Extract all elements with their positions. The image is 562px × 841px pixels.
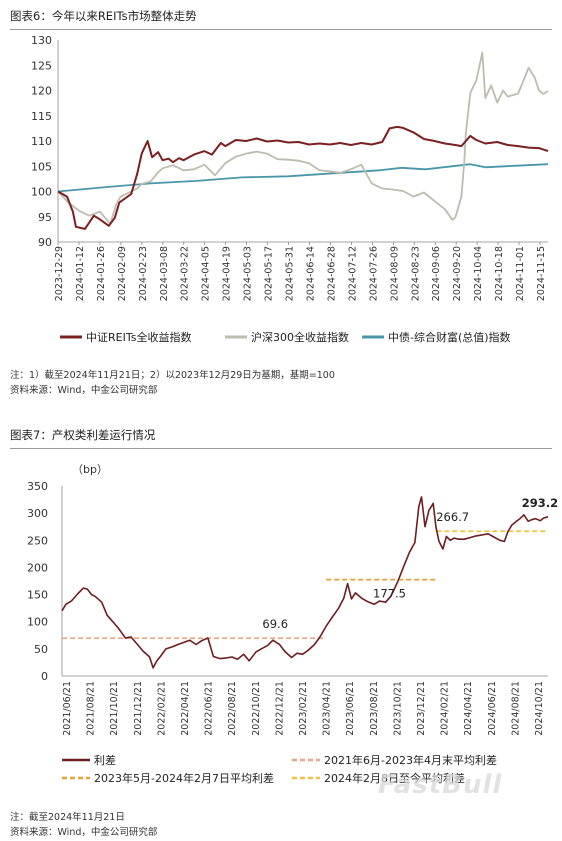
data-label-0: 69.6: [262, 617, 288, 631]
x-tick-label: 2024-05-03: [243, 246, 254, 301]
x-tick-label: 2022/12/21: [274, 681, 285, 736]
figure6-title: 图表6：今年以来REITs市场整体走势: [10, 9, 197, 23]
spread-line: [61, 496, 549, 669]
legend-label-0: 中证REITs全收益指数: [86, 330, 191, 344]
figure7-note: 注：截至2024年11月21日: [10, 812, 125, 823]
x-tick-label: 2024-02-23: [138, 246, 149, 301]
data-label-1: 177.5: [373, 587, 406, 601]
y-tick-label: 125: [31, 59, 52, 72]
y-axis-unit: （bp）: [72, 463, 108, 476]
reits-index-chart: 90 95 100 105 110 115 120 125 130 2023-12-29 2024-…: [31, 34, 549, 344]
x-tick-label: 2023-12-29: [54, 246, 65, 301]
legend-label-1: 沪深300全收益指数: [251, 330, 349, 344]
x-tick-label: 2024-03-22: [180, 246, 191, 301]
y-tick-label: 95: [38, 211, 52, 224]
data-label-3: 293.2: [522, 496, 558, 510]
x-tick-label: 2024/06/21: [487, 681, 498, 736]
x-tick-label: 2024-01-26: [96, 246, 107, 301]
x-tick-label: 2023/08/21: [369, 681, 380, 736]
figure6-divider: [10, 29, 552, 30]
y-tick-label: 200: [27, 561, 48, 574]
x-tick-label: 2022/10/21: [251, 681, 262, 736]
x-tick-label: 2022/08/21: [227, 681, 238, 736]
x-tick-label: 2022/04/21: [180, 681, 191, 736]
figure7-divider: [10, 448, 552, 449]
x-tick-label: 2024-10-18: [494, 246, 505, 301]
x-tick-label: 2024-01-12: [75, 246, 86, 301]
x-tick-label: 2024-04-05: [201, 246, 212, 301]
y-tick-label: 250: [27, 534, 48, 547]
y-tick-label: 300: [27, 507, 48, 520]
y-tick-label: 130: [31, 34, 52, 47]
x-tick-label: 2024/10/21: [534, 681, 545, 736]
figure6-note: 注：1）截至2024年11月21日；2）以2023年12月29日为基期，基期=1…: [10, 370, 335, 381]
x-tick-label: 2024-10-04: [473, 246, 484, 301]
x-tick-label: 2021/06/21: [62, 681, 73, 736]
x-tick-label: 2024-09-06: [431, 246, 442, 301]
x-tick-label: 2022/06/21: [204, 681, 215, 736]
x-tick-label: 2023/06/21: [345, 681, 356, 736]
x-tick-label: 2024-05-31: [285, 246, 296, 301]
y-tick-label: 100: [31, 186, 52, 199]
y-tick-label: 110: [31, 135, 52, 148]
series-line-0: [57, 125, 549, 230]
x-tick-label: 2024-07-12: [347, 246, 358, 301]
x-tick-label: 2021/08/21: [86, 681, 97, 736]
data-label-2: 266.7: [436, 510, 469, 524]
y-tick-label: 0: [41, 670, 48, 683]
legend-label-0: 利差: [94, 753, 116, 767]
y-tick-label: 100: [27, 616, 48, 629]
series-line-2: [57, 163, 549, 193]
x-tick-label: 2024-08-23: [410, 246, 421, 301]
x-tick-label: 2024-06-14: [305, 246, 316, 301]
x-tick-label: 2023/12/21: [416, 681, 427, 736]
series-line-1: [57, 51, 549, 225]
y-tick-label: 115: [31, 110, 52, 123]
x-tick-label: 2024-06-28: [326, 246, 337, 301]
legend-label-1: 2021年6月-2023年4月末平均利差: [324, 753, 497, 767]
x-tick-label: 2024/02/21: [440, 681, 451, 736]
x-tick-label: 2024-04-19: [222, 246, 233, 301]
spread-chart: （bp） 0 50 100 150 200 250 300 350 2021/06/21 2021/…: [27, 463, 558, 785]
y-tick-label: 90: [38, 236, 52, 249]
x-tick-label: 2024-07-26: [368, 246, 379, 301]
x-tick-label: 2024/08/21: [510, 681, 521, 736]
y-tick-label: 105: [31, 160, 52, 173]
y-tick-label: 150: [27, 589, 48, 602]
x-tick-label: 2024/04/21: [463, 681, 474, 736]
legend-label-2: 中债-综合财富(总值)指数: [388, 330, 511, 344]
x-tick-label: 2022/02/21: [156, 681, 167, 736]
x-tick-label: 2023/04/21: [322, 681, 333, 736]
x-tick-label: 2024-03-08: [159, 246, 170, 301]
watermark: FastBull: [378, 770, 503, 800]
figure6-source: 资料来源：Wind，中金公司研究部: [10, 385, 158, 396]
legend-label-3: 2024年2月8日至今平均利差: [324, 771, 465, 785]
x-tick-label: 2024-09-20: [452, 246, 463, 301]
y-tick-label: 50: [34, 643, 48, 656]
x-tick-label: 2021/12/21: [133, 681, 144, 736]
x-tick-label: 2023/10/21: [392, 681, 403, 736]
x-tick-label: 2021/10/21: [109, 681, 120, 736]
figure7-title: 图表7：产权类利差运行情况: [10, 428, 156, 442]
y-tick-label: 120: [31, 85, 52, 98]
legend-label-2: 2023年5月-2024年2月7日平均利差: [94, 771, 274, 785]
figure7-source: 资料来源：Wind，中金公司研究部: [10, 827, 158, 838]
x-tick-label: 2024-02-09: [117, 246, 128, 301]
x-tick-label: 2023/02/21: [298, 681, 309, 736]
y-tick-label: 350: [27, 480, 48, 493]
x-tick-label: 2024-11-01: [515, 246, 526, 301]
x-tick-label: 2024-11-15: [536, 246, 547, 301]
x-tick-label: 2024-08-09: [389, 246, 400, 301]
x-tick-label: 2024-05-17: [264, 246, 275, 301]
